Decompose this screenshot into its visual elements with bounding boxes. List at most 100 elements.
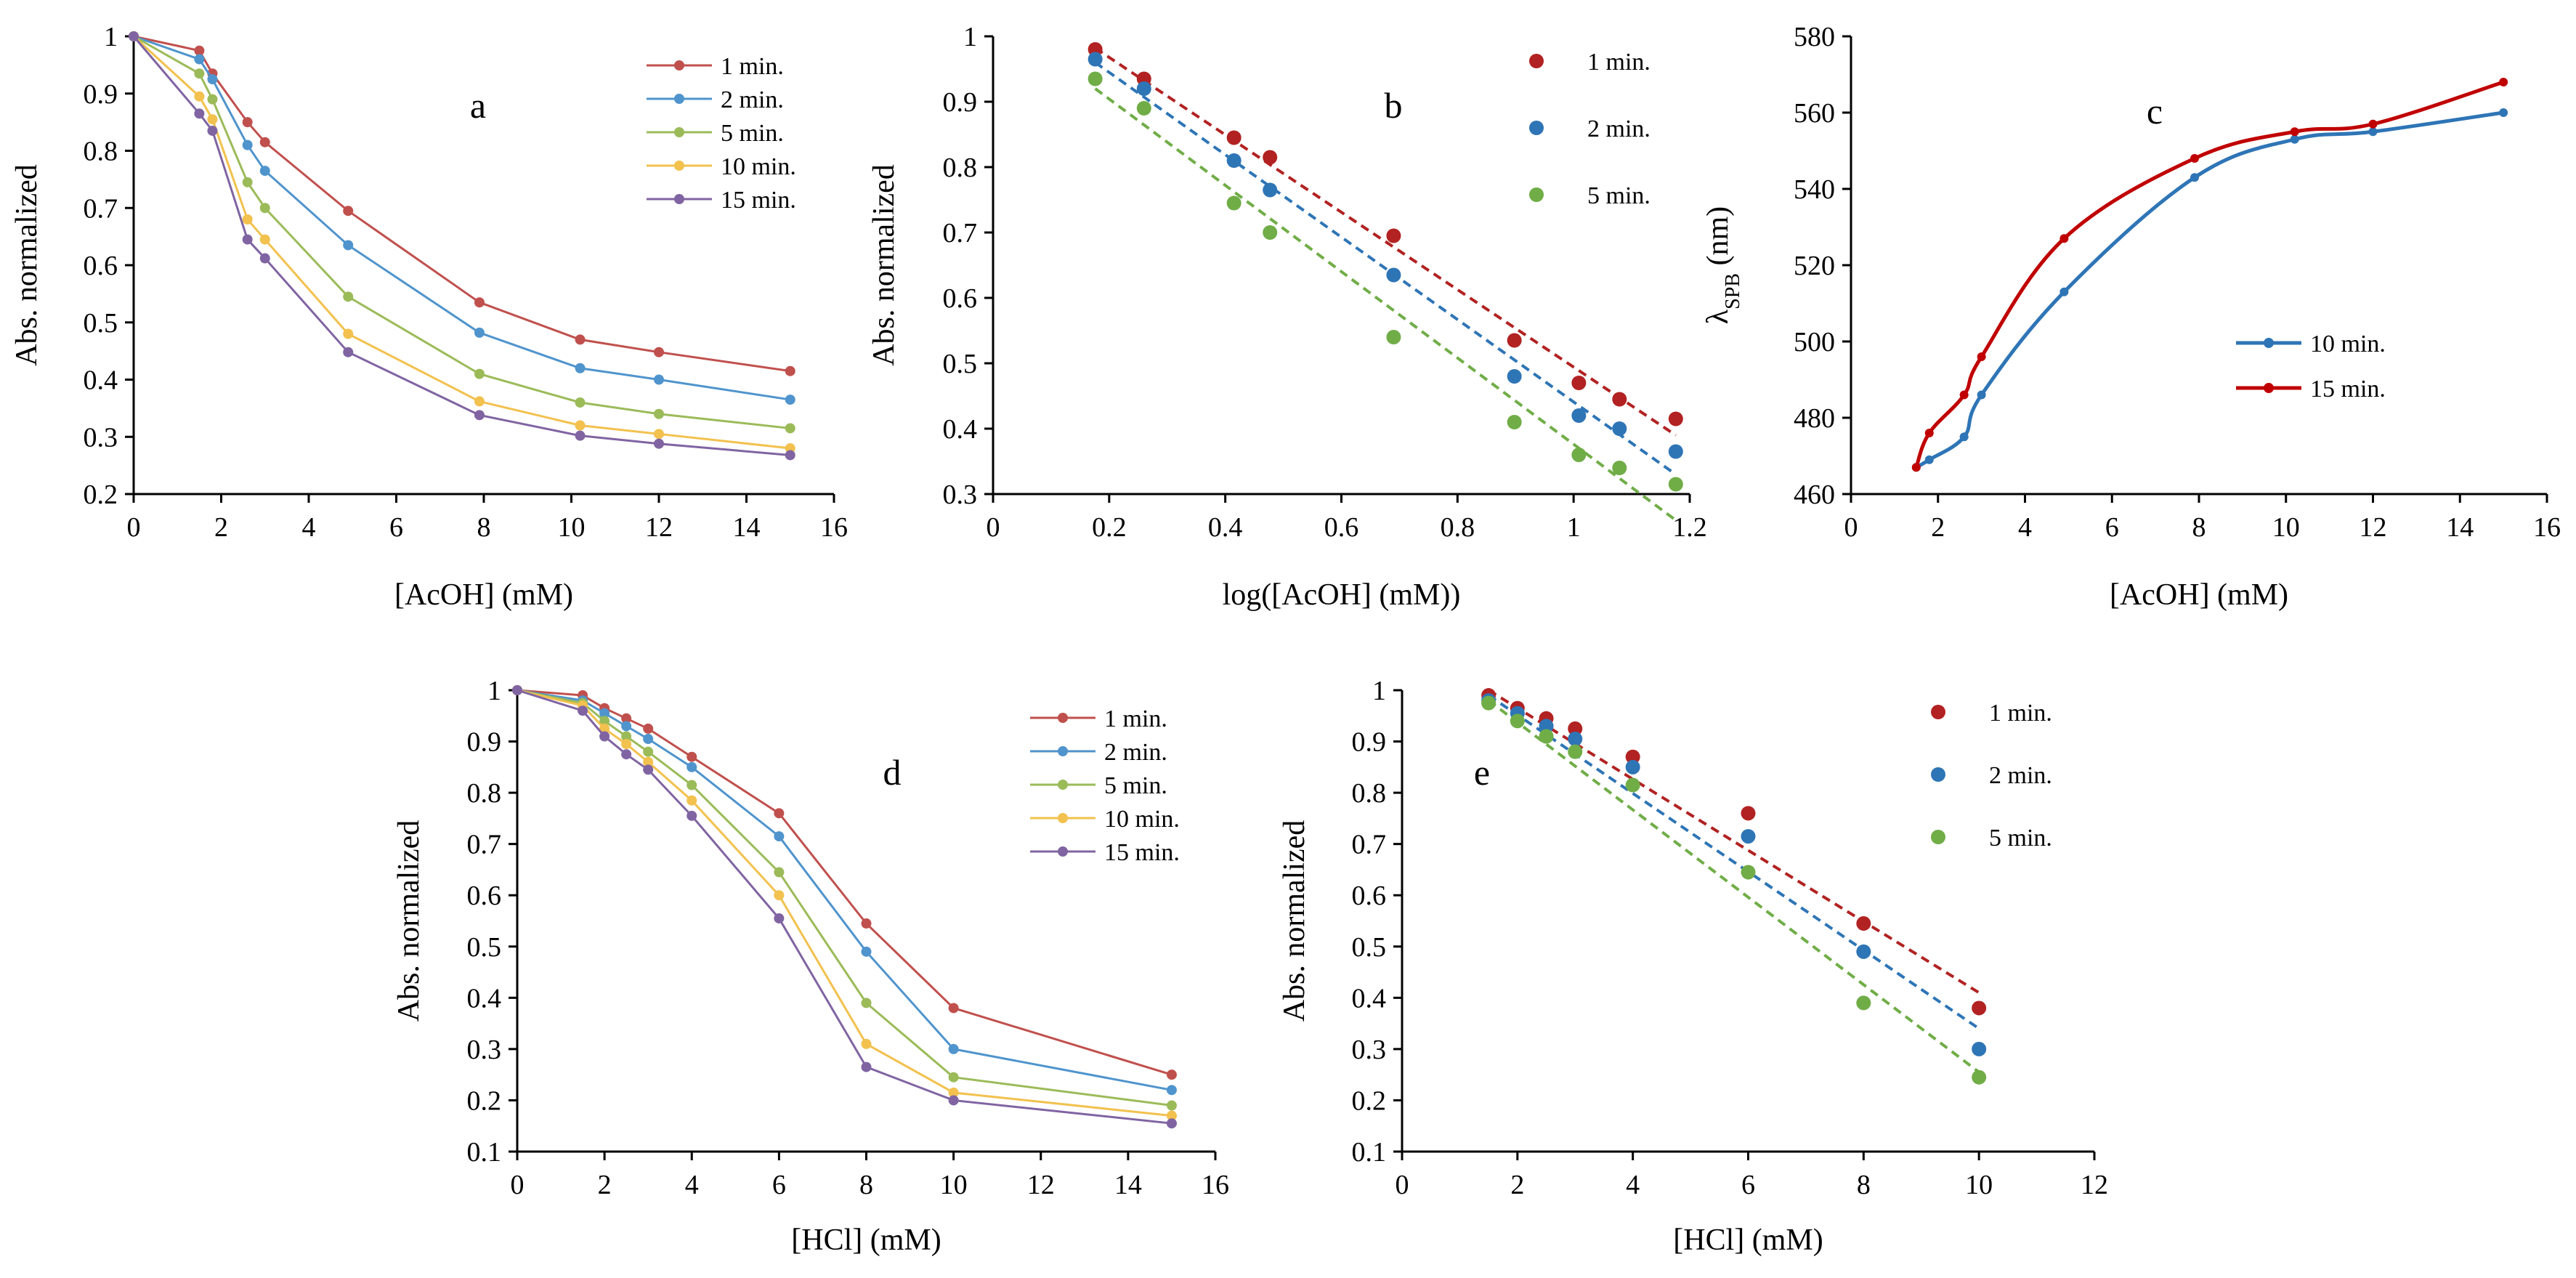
series-d-3-point — [861, 1038, 872, 1049]
plot-area-b — [1087, 42, 1683, 522]
y-tick-label-e: 0.9 — [1352, 727, 1387, 758]
series-a-4-point — [259, 253, 270, 264]
series-d-1-point — [686, 761, 697, 772]
y-tick-label-a: 0.3 — [84, 422, 118, 453]
series-c-1-point — [1977, 352, 1986, 361]
legend-item-a-0: 1 min. — [647, 53, 784, 80]
y-tick-label-c: 560 — [1794, 98, 1835, 129]
legend-item-b-0: 1 min. — [1529, 49, 1650, 76]
series-e-0-point — [1741, 806, 1756, 821]
legend-label: 5 min. — [721, 120, 784, 147]
x-tick-label-a: 10 — [558, 512, 586, 543]
legend-item-e-0: 1 min. — [1931, 700, 2052, 727]
legend-label: 15 min. — [2310, 376, 2386, 403]
series-d-4-point — [599, 731, 610, 742]
series-b-0-point — [1668, 411, 1683, 426]
series-e-1-trendline — [1488, 694, 1980, 1030]
series-d-4-point — [643, 764, 654, 775]
series-b-2-point — [1668, 477, 1683, 492]
series-b-0-point — [1571, 376, 1587, 390]
x-tick-label-c: 12 — [2360, 512, 2387, 543]
series-e-1-point — [1568, 732, 1583, 747]
legend-item-a-2: 5 min. — [647, 120, 784, 147]
series-d-3-line — [517, 689, 1172, 1117]
series-e-1-point — [1972, 1041, 1987, 1056]
series-d-2-point — [948, 1072, 959, 1083]
legend-label: 2 min. — [1104, 739, 1167, 766]
panel-label-d: d — [883, 752, 902, 793]
panel-label-e: e — [1474, 752, 1490, 793]
series-b-1-point — [1087, 52, 1103, 67]
legend-item-c-0: 10 min. — [2236, 331, 2386, 357]
series-c-1-point — [2368, 119, 2378, 129]
series-d-0-point — [643, 723, 654, 734]
y-tick-label-b: 0.4 — [943, 414, 978, 445]
legend-item-a-4: 15 min. — [647, 187, 796, 214]
y-tick-label-d: 0.9 — [467, 727, 502, 758]
series-b-2-point — [1226, 195, 1242, 211]
series-a-2-point — [259, 203, 270, 214]
x-tick-label-c: 14 — [2446, 512, 2474, 543]
x-tick-label-d: 16 — [1202, 1170, 1229, 1200]
x-axis-title-b: log([AcOH] (mM)) — [1223, 578, 1461, 612]
series-a-1-point — [654, 374, 664, 385]
legend-item-b-2: 5 min. — [1529, 182, 1650, 209]
x-axis-title-d: [HCl] (mM) — [791, 1224, 941, 1257]
y-tick-label-d: 0.6 — [467, 881, 502, 911]
series-a-4-point — [194, 108, 205, 119]
legend-swatch-marker — [674, 60, 684, 70]
x-tick-label-b: 0.6 — [1324, 512, 1359, 543]
series-d-4-point — [512, 685, 522, 695]
series-d-2-point — [599, 716, 610, 727]
series-e-2-point — [1972, 1069, 1987, 1085]
y-tick-label-a: 0.5 — [84, 308, 118, 339]
y-tick-label-a: 1 — [104, 22, 118, 52]
series-d-3-point — [1166, 1110, 1177, 1121]
series-e-1-point — [1625, 759, 1640, 775]
legend-label: 1 min. — [1989, 700, 2052, 727]
x-tick-label-c: 2 — [1931, 512, 1945, 543]
series-c-0-point — [1924, 455, 1934, 464]
series-d-1-point — [621, 721, 632, 732]
legend-swatch-marker — [2264, 383, 2274, 393]
legend-label: 2 min. — [1989, 762, 2052, 789]
series-d-0-point — [774, 808, 785, 819]
x-tick-label-e: 0 — [1396, 1170, 1409, 1200]
legend-label: 5 min. — [1104, 772, 1167, 799]
y-tick-label-a: 0.7 — [84, 193, 118, 224]
y-tick-label-c: 540 — [1794, 174, 1835, 205]
series-a-4-point — [207, 125, 218, 136]
x-tick-label-b: 0.4 — [1208, 512, 1243, 543]
series-d-3-point — [643, 756, 654, 767]
legend-item-d-0: 1 min. — [1030, 705, 1167, 732]
series-e-0-point — [1972, 1000, 1987, 1016]
plot-area-c — [1911, 78, 2508, 472]
series-d-1-point — [948, 1043, 959, 1054]
series-b-1-point — [1612, 421, 1627, 436]
legend-label: 1 min. — [1104, 705, 1167, 732]
x-tick-label-e: 2 — [1510, 1170, 1524, 1200]
series-d-3-point — [621, 739, 632, 750]
x-tick-label-e: 4 — [1626, 1170, 1640, 1200]
series-d-0-point — [1166, 1069, 1177, 1080]
panel-label-c: c — [2147, 91, 2163, 132]
series-a-2-point — [575, 397, 586, 408]
series-d-4-point — [861, 1061, 872, 1072]
x-tick-label-a: 0 — [127, 512, 141, 543]
y-tick-label-b: 0.6 — [943, 283, 978, 314]
series-b-2-trendline — [1094, 87, 1677, 522]
y-axis-title-b: Abs. normalized — [867, 164, 901, 366]
y-tick-label-c: 480 — [1794, 403, 1835, 434]
legend-swatch-marker — [1931, 767, 1945, 782]
legend-swatch-marker — [1058, 846, 1068, 857]
series-c-0-point — [2059, 287, 2069, 296]
legend-item-e-1: 2 min. — [1931, 762, 2052, 789]
series-a-3-line — [132, 35, 790, 450]
series-c-1-point — [2499, 78, 2508, 86]
series-d-0-line — [517, 689, 1172, 1076]
y-tick-label-b: 0.8 — [943, 153, 978, 183]
series-d-3-point — [774, 890, 785, 901]
y-tick-label-e: 0.1 — [1352, 1137, 1387, 1168]
series-d-4-point — [578, 705, 588, 716]
